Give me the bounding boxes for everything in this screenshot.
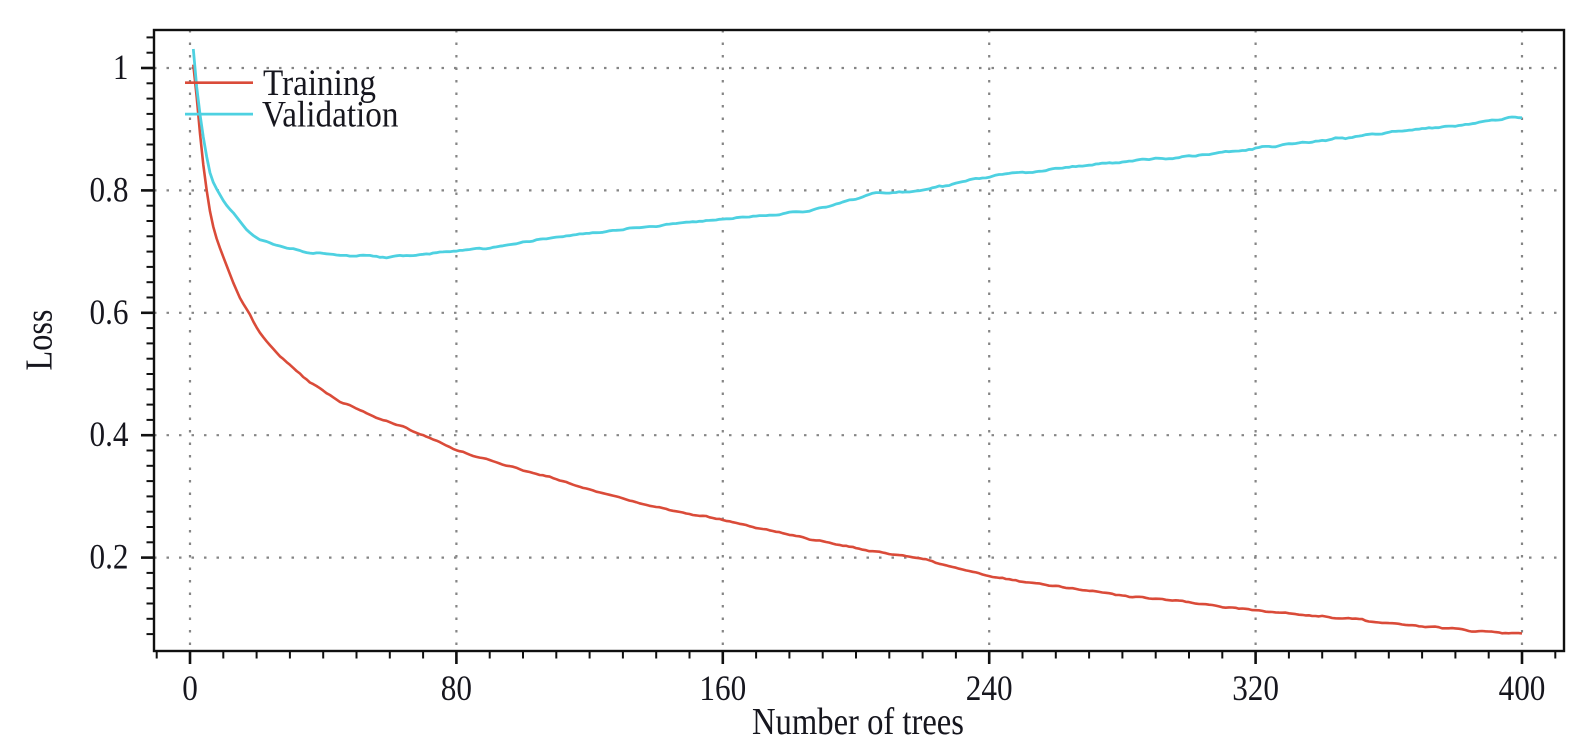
svg-text:0.8: 0.8: [90, 169, 129, 209]
svg-text:0.6: 0.6: [90, 292, 129, 332]
svg-text:320: 320: [1232, 668, 1279, 708]
svg-text:0.4: 0.4: [90, 414, 129, 454]
svg-text:160: 160: [699, 668, 746, 708]
svg-text:400: 400: [1499, 668, 1546, 708]
svg-text:Validation: Validation: [262, 95, 399, 136]
svg-text:0.2: 0.2: [90, 537, 129, 577]
svg-text:1: 1: [113, 47, 129, 87]
svg-text:Loss: Loss: [19, 310, 61, 371]
svg-text:Number of trees: Number of trees: [752, 701, 964, 743]
svg-text:80: 80: [441, 668, 472, 708]
svg-text:Training: Training: [263, 63, 376, 104]
svg-text:0: 0: [182, 668, 198, 708]
svg-text:240: 240: [966, 668, 1013, 708]
